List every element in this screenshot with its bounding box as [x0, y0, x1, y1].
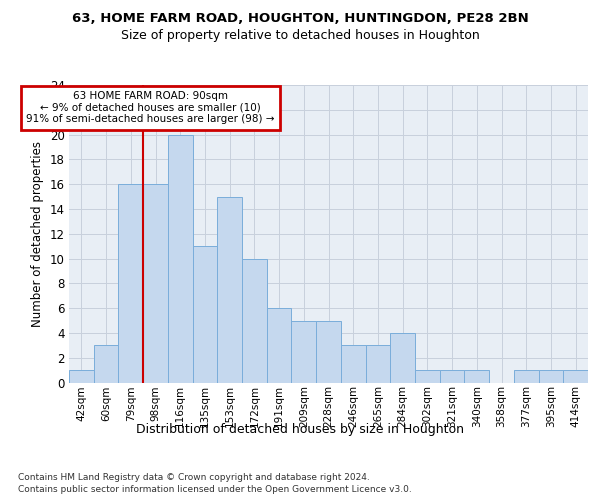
Bar	[69, 370, 94, 382]
Text: Contains HM Land Registry data © Crown copyright and database right 2024.: Contains HM Land Registry data © Crown c…	[18, 472, 370, 482]
Bar	[464, 370, 489, 382]
Text: Size of property relative to detached houses in Houghton: Size of property relative to detached ho…	[121, 29, 479, 42]
Bar	[390, 333, 415, 382]
Bar	[267, 308, 292, 382]
Bar	[143, 184, 168, 382]
Bar	[168, 134, 193, 382]
Bar	[292, 320, 316, 382]
Y-axis label: Number of detached properties: Number of detached properties	[31, 141, 44, 327]
Bar	[242, 258, 267, 382]
Bar	[217, 196, 242, 382]
Bar	[341, 346, 365, 383]
Text: Contains public sector information licensed under the Open Government Licence v3: Contains public sector information licen…	[18, 485, 412, 494]
Bar	[94, 346, 118, 383]
Bar	[563, 370, 588, 382]
Bar	[316, 320, 341, 382]
Bar	[539, 370, 563, 382]
Text: Distribution of detached houses by size in Houghton: Distribution of detached houses by size …	[136, 422, 464, 436]
Bar	[440, 370, 464, 382]
Text: 63 HOME FARM ROAD: 90sqm
← 9% of detached houses are smaller (10)
91% of semi-de: 63 HOME FARM ROAD: 90sqm ← 9% of detache…	[26, 91, 275, 124]
Bar	[365, 346, 390, 383]
Text: 63, HOME FARM ROAD, HOUGHTON, HUNTINGDON, PE28 2BN: 63, HOME FARM ROAD, HOUGHTON, HUNTINGDON…	[71, 12, 529, 26]
Bar	[118, 184, 143, 382]
Bar	[415, 370, 440, 382]
Bar	[514, 370, 539, 382]
Bar	[193, 246, 217, 382]
